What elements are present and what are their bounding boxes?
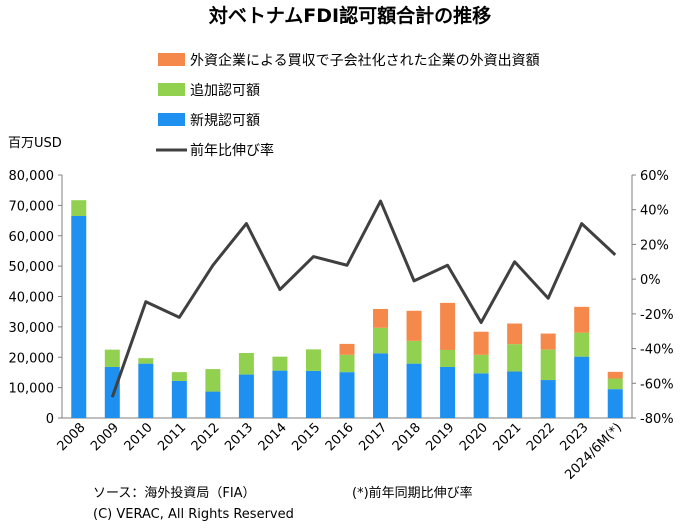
legend-label-growth: 前年比伸び率	[190, 142, 274, 159]
bar-acquisition-2016	[339, 343, 355, 355]
legend: 外資企業による買収で子会社化された企業の外資出資額追加認可額新規認可額前年比伸び…	[156, 52, 540, 159]
y-right-tick-label: 20%	[640, 238, 669, 253]
bar-new-2012	[205, 391, 221, 418]
y-right-tick-label: 0%	[640, 273, 661, 288]
bar-new-2019	[440, 366, 456, 418]
y-left-tick-label: 10,000	[9, 382, 55, 397]
x-tick-label: 2012	[189, 420, 223, 454]
y-left-tick-label: 50,000	[9, 260, 55, 275]
legend-label-acquisition: 外資企業による買収で子会社化された企業の外資出資額	[190, 52, 540, 69]
bar-additional-2017	[373, 327, 389, 354]
bar-new-2013	[238, 374, 254, 418]
bar-additional-20246M	[607, 378, 623, 390]
axes: 0 10,000 20,000 30,000 40,000 50,000 60,000 70,…	[9, 169, 674, 427]
x-tick-label: 2008	[55, 420, 89, 454]
bar-acquisition-20246M	[607, 371, 623, 379]
y-right-tick-label: -20%	[640, 308, 674, 323]
legend-label-new: 新規認可額	[190, 113, 260, 129]
y-right-tick-label: 60%	[640, 169, 669, 184]
y-left-tick-label: 20,000	[9, 351, 55, 366]
bar-acquisition-2019	[440, 302, 456, 350]
y-right-tick-label: 40%	[640, 204, 669, 219]
x-tick-label: 2013	[222, 420, 256, 454]
bar-additional-2018	[406, 340, 422, 364]
y-left-tick-label: 0	[46, 412, 54, 427]
copyright-text: (C) VERAC, All Rights Reserved	[93, 507, 294, 522]
y-left-unit-label: 百万USD	[8, 136, 62, 151]
bar-additional-2011	[171, 372, 187, 381]
y-left-tick-label: 40,000	[9, 291, 55, 306]
x-tick-label: 2014	[256, 420, 290, 454]
legend-swatch-acquisition	[158, 53, 185, 66]
y-right-tick-label: -40%	[640, 343, 674, 358]
bar-additional-2009	[104, 349, 120, 367]
bar-new-2009	[104, 366, 120, 418]
bar-additional-2016	[339, 354, 355, 373]
growth-line-group	[110, 199, 617, 398]
bar-new-2014	[272, 370, 288, 418]
bar-new-2011	[171, 380, 187, 418]
bars	[71, 200, 623, 418]
bar-acquisition-2023	[574, 306, 590, 333]
legend-swatch-additional	[158, 83, 185, 96]
bar-new-2015	[305, 370, 321, 418]
bar-additional-2022	[540, 349, 556, 381]
bar-new-2021	[507, 371, 523, 418]
y-left-tick-label: 70,000	[9, 199, 55, 214]
bar-additional-2023	[574, 332, 590, 357]
y-left-tick-label: 80,000	[9, 169, 55, 184]
bar-new-2016	[339, 372, 355, 418]
y-right-tick-label: -80%	[640, 412, 674, 427]
x-tick-labels: 2008 2009 2010 2011 2012 2013 2014 2015 2016 2017…	[55, 420, 625, 483]
x-tick-label: 2018	[390, 420, 424, 454]
bar-additional-2014	[272, 356, 288, 371]
bar-new-20246M	[607, 389, 623, 418]
bar-acquisition-2022	[540, 333, 556, 350]
y-left-tick-label: 30,000	[9, 321, 55, 336]
x-tick-label: 2015	[289, 420, 323, 454]
growth-line	[110, 199, 617, 398]
x-tick-label: 2016	[323, 420, 357, 454]
x-tick-label: 2011	[155, 420, 189, 454]
bar-additional-2015	[305, 349, 321, 371]
bar-new-2017	[373, 353, 389, 418]
bar-acquisition-2018	[406, 310, 422, 341]
legend-swatch-new	[158, 113, 185, 126]
bar-new-2010	[138, 363, 154, 418]
bar-new-2022	[540, 380, 556, 418]
bar-additional-2013	[238, 352, 254, 375]
bar-new-2008	[71, 216, 87, 418]
chart-title: 対ベトナムFDI認可額合計の推移	[208, 4, 491, 27]
bar-acquisition-2021	[507, 323, 523, 345]
y-left-tick-label: 60,000	[9, 230, 55, 245]
bar-acquisition-2017	[373, 308, 389, 328]
x-tick-label: 2009	[88, 420, 122, 454]
x-tick-label: 2020	[457, 420, 491, 454]
x-tick-label: 2019	[423, 420, 457, 454]
bar-additional-2021	[507, 344, 523, 372]
y-right-tick-label: -60%	[640, 377, 674, 392]
x-tick-label: 2022	[524, 420, 558, 454]
bar-acquisition-2020	[473, 331, 489, 355]
bar-new-2018	[406, 363, 422, 418]
x-tick-label: 2010	[122, 420, 156, 454]
bar-additional-2012	[205, 369, 221, 392]
x-tick-label: 2017	[356, 420, 390, 454]
legend-label-additional: 追加認可額	[190, 83, 260, 99]
source-text: ソース：海外投資局（FIA）	[93, 485, 256, 501]
bar-new-2023	[574, 356, 590, 418]
note-text: (*)前年同期比伸び率	[352, 485, 473, 501]
bar-additional-2019	[440, 349, 456, 367]
bar-additional-2010	[138, 358, 154, 364]
bar-additional-2008	[71, 200, 87, 217]
x-tick-label: 2021	[490, 420, 524, 454]
bar-additional-2020	[473, 354, 489, 374]
bar-new-2020	[473, 373, 489, 418]
